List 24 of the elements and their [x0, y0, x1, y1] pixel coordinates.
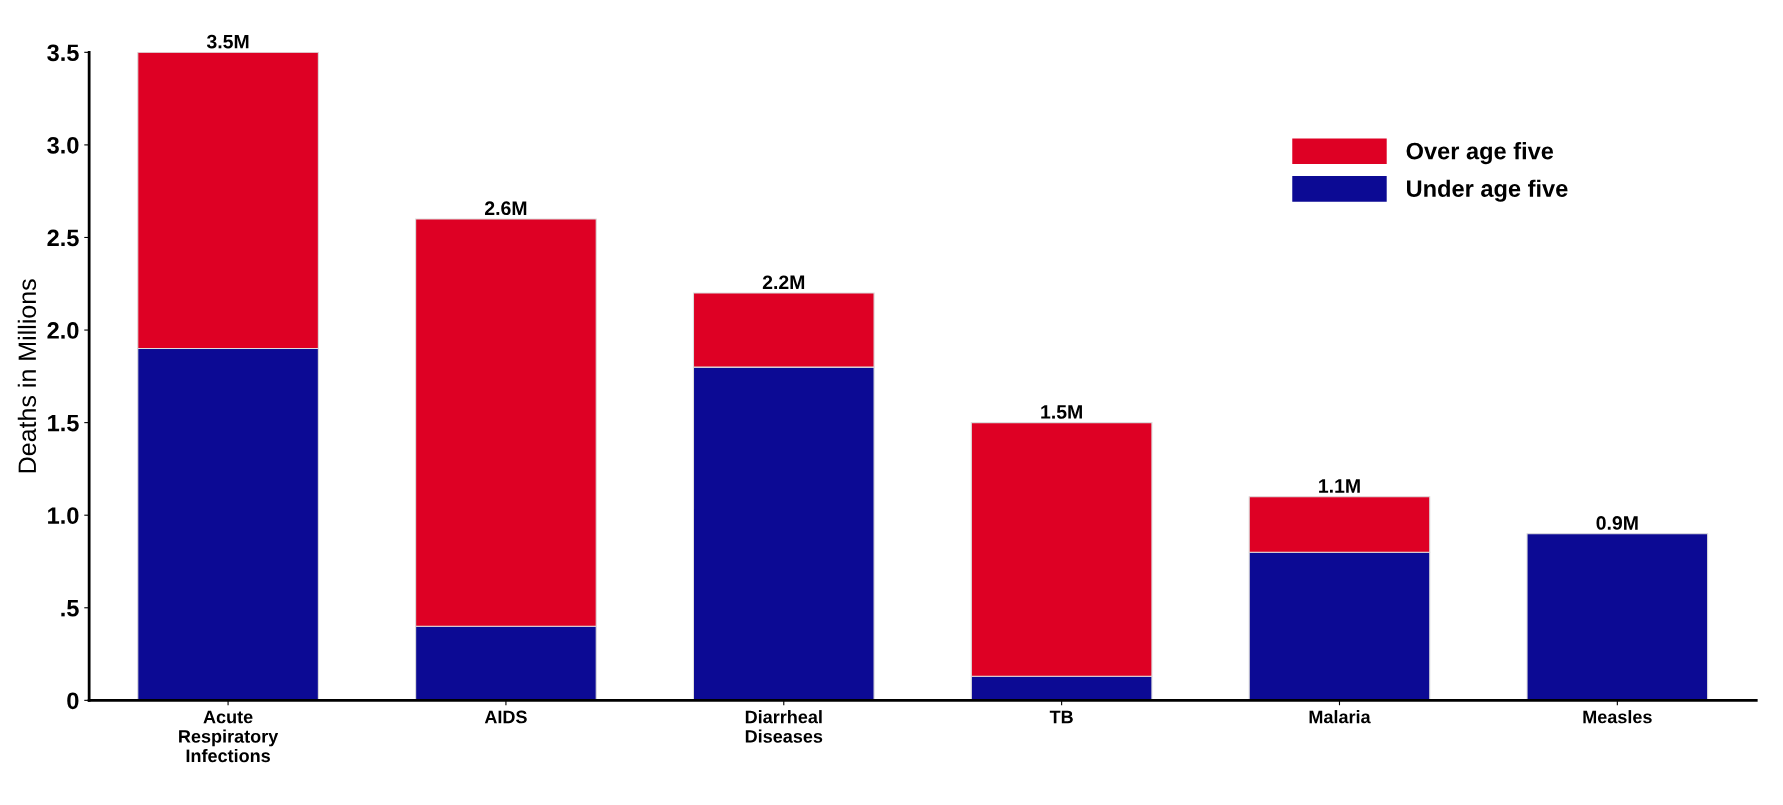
bar	[1526, 533, 1709, 701]
y-tick-label: .5	[61, 600, 79, 617]
total-label: 1.5M	[1041, 405, 1082, 419]
y-tick-label: 0	[67, 692, 79, 710]
y-tick-label: 2.0	[47, 322, 79, 339]
legend-label: Over age five	[1406, 142, 1554, 165]
legend-label: Under age five	[1407, 179, 1568, 202]
y-tick-label: 1.5	[48, 414, 79, 432]
total-label: 1.1M	[1319, 479, 1360, 493]
y-tick-label: 2.5	[47, 229, 79, 247]
x-tick-label: AIDS	[484, 710, 527, 724]
x-tick-label: TB	[1049, 710, 1073, 724]
total-label: 3.5M	[206, 34, 249, 49]
x-tick-label: Malaria	[1309, 710, 1371, 724]
y-tick-label: 3.5	[47, 44, 79, 62]
x-tick-label: Acute Respiratory Infections	[179, 710, 279, 763]
y-tick-label: 3.0	[47, 136, 79, 154]
x-tick-label: Measles	[1583, 710, 1652, 724]
y-axis-title: Deaths in Millions	[17, 279, 37, 473]
total-label: 2.2M	[762, 275, 805, 289]
total-label: 2.6M	[484, 201, 527, 216]
y-tick-label: 1.0	[48, 507, 79, 524]
x-tick-label: Diarrheal Diseases	[745, 710, 823, 743]
total-label: 0.9M	[1596, 516, 1638, 530]
